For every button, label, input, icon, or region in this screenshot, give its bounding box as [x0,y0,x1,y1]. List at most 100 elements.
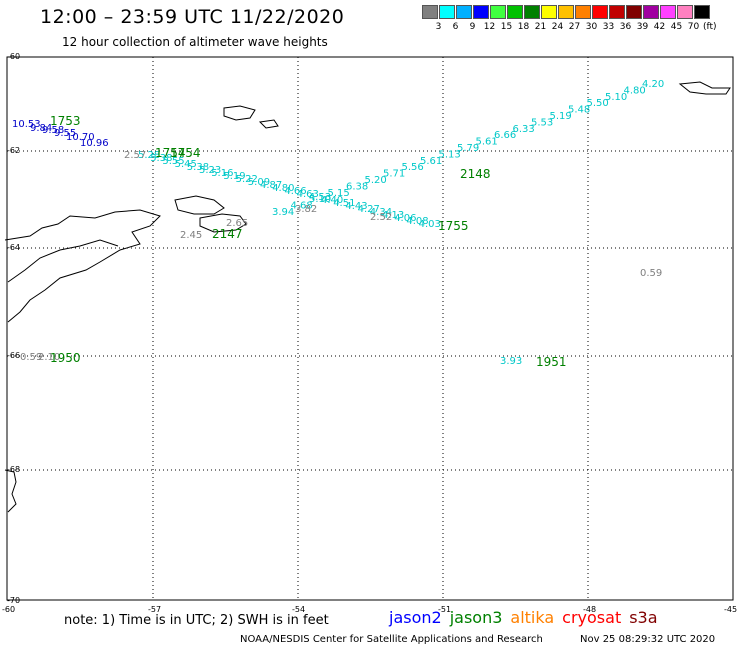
colorbar-swatch [541,5,557,19]
colorbar-label: 39 [636,22,649,32]
wave-height-label: 4.80 [624,85,646,96]
map-frame [6,56,734,601]
wave-height-label: 5.53 [531,117,553,128]
wave-height-label: 5.10 [309,194,331,205]
satellite-legend-item: s3a [629,608,658,627]
axis-labels: -60 -62 -64 -66 -68 -70 -60 -57 -54 -51 … [2,52,737,614]
wave-height-label: 4.40 [321,195,343,206]
wave-height-label: 2147 [212,227,243,241]
wave-height-label: 5.38 [150,153,172,164]
wave-height-label: 4.63 [297,189,319,200]
wave-height-label: 9.84 [30,123,52,134]
colorbar-label: 6 [452,22,459,32]
colorbar-label: 27 [568,22,581,32]
wave-height-label: 5.38 [187,162,209,173]
colorbar-label: 42 [653,22,666,32]
wave-height-label: 1754 [155,146,186,160]
colorbar-label: 15 [500,22,513,32]
colorbar-label: 33 [602,22,615,32]
wave-height-label: 4.43 [345,201,367,212]
wave-height-colorbar: 3 6 9 12 15 18 21 24 27 30 33 36 39 42 45 70 (ft) [422,5,717,32]
wave-height-label: 3.82 [295,204,317,215]
colorbar-swatch [473,5,489,19]
colorbar-labels: 3 6 9 12 15 18 21 24 27 30 33 36 39 42 45 70 (ft) [422,22,717,32]
wave-height-label: 5.50 [587,98,609,109]
footer-credit: NOAA/NESDIS Center for Satellite Applica… [240,634,543,645]
wave-height-label: 1753 [50,114,81,128]
wave-height-label: 9.58 [42,125,64,136]
wave-height-label: 4.08 [406,216,428,227]
wave-height-label: 5.48 [568,105,590,116]
colorbar-label: 24 [551,22,564,32]
wave-height-label: 9.55 [54,128,76,139]
wave-height-label: 6.33 [513,124,535,135]
colorbar-label: 9 [469,22,476,32]
colorbar-swatch [456,5,472,19]
wave-height-label: 5.09 [248,177,270,188]
island-coast [4,469,17,513]
wave-height-label: 4.13 [382,210,404,221]
peninsula-coast [4,209,161,323]
satellite-legend: jason2 jason3 altika cryosat s3a [389,608,666,627]
wave-height-label: 5.45 [175,159,197,170]
wave-height-label: 4.80 [272,183,294,194]
lat-label: -64 [7,243,20,252]
lat-label: -70 [7,596,20,605]
wave-height-label: 2.10 [38,352,60,363]
wave-height-label: 0.59 [20,352,42,363]
colorbar-swatch [507,5,523,19]
lat-label: -60 [7,52,20,61]
colorbar-label: 21 [534,22,547,32]
colorbar-label: 12 [483,22,496,32]
colorbar-swatches [422,5,717,19]
wave-height-label: 1950 [50,351,81,365]
lon-label: -45 [724,605,737,614]
wave-height-label: 5.10 [605,92,627,103]
colorbar-swatch [524,5,540,19]
wave-height-label: 6.38 [346,181,368,192]
lon-label: -54 [292,605,305,614]
map-subtitle: 12 hour collection of altimeter wave hei… [62,35,328,49]
wave-height-label: 2.65 [226,218,248,229]
wave-height-label: 10.70 [66,132,95,143]
generated-timestamp: Nov 25 08:29:32 UTC 2020 [580,634,716,645]
wave-height-label: 4.34 [370,207,392,218]
wave-height-label: 4.20 [642,79,664,90]
wave-height-label: 2.52 [370,212,392,223]
satellite-legend-item: cryosat [562,608,622,627]
colorbar-label: 3 [435,22,442,32]
wave-height-label: 4.66 [284,186,306,197]
colorbar-swatch [592,5,608,19]
satellite-legend-item: altika [510,608,555,627]
wave-height-label: 5.23 [199,165,221,176]
colorbar-swatch [694,5,710,19]
lat-label: -68 [7,465,20,474]
wave-height-label: 5.61 [476,137,498,148]
colorbar-swatch [626,5,642,19]
lon-label: -57 [148,605,161,614]
track-labels: 10.539.849.589.5510.7010.9617535.285.385… [12,79,664,369]
colorbar-swatch [558,5,574,19]
satellite-legend-item: jason3 [449,608,503,627]
wave-height-label: 10.53 [12,119,41,130]
wave-height-label: 3.94 [272,207,294,218]
island-coast [678,81,731,95]
wave-height-label: 1754 [170,146,201,160]
lat-label: -66 [7,351,20,360]
wave-height-label: 2.57 [124,150,146,161]
island-coast [258,119,279,129]
peninsula-inner-coast [7,239,119,283]
colorbar-unit: (ft) [703,22,717,32]
colorbar-label: 70 [687,22,700,32]
wave-height-label: 5.71 [383,169,405,180]
colorbar-label: 18 [517,22,530,32]
footer-note: note: 1) Time is in UTC; 2) SWH is in fe… [64,613,329,628]
colorbar-label: 36 [619,22,632,32]
wave-height-label: 2.45 [180,230,202,241]
lon-label: -51 [438,605,451,614]
wave-height-label: 6.66 [494,130,516,141]
wave-height-label: 5.55 [162,156,184,167]
wave-height-label: 4.06 [394,213,416,224]
wave-height-label: 4.51 [333,198,355,209]
